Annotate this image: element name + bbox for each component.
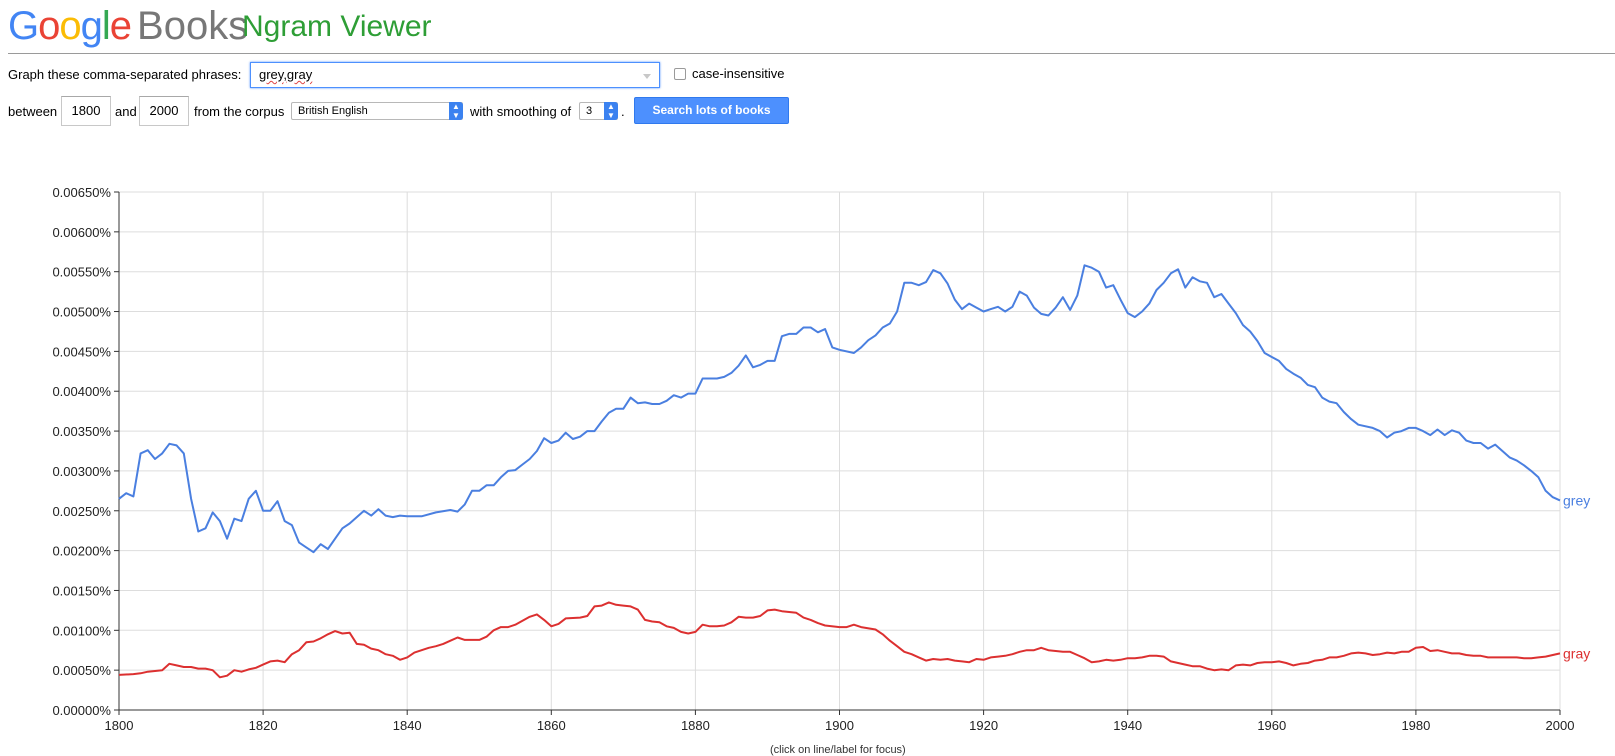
between-label: between [8,104,58,119]
y-tick-label: 0.00250% [52,504,111,519]
focus-hint: (click on line/label for focus) [770,744,906,756]
y-tick-label: 0.00400% [52,384,111,399]
search-button[interactable]: Search lots of books [634,97,789,124]
y-tick-label: 0.00550% [52,265,111,280]
page-header: Google Books Ngram Viewer [0,0,1615,54]
x-tick-label: 1940 [1113,718,1142,733]
corpus-label: from the corpus [194,104,285,119]
x-tick-label: 1820 [249,718,278,733]
y-tick-label: 0.00200% [52,544,111,559]
series-label-gray[interactable]: gray [1563,645,1590,661]
logo-letter: e [109,4,132,48]
y-tick-label: 0.00000% [52,703,111,718]
logo-letter: o [59,4,81,48]
ngram-chart[interactable]: 0.00000% 0.00050% 0.00100% 0.00150% 0.00200%… [0,178,1615,748]
logo-letter: G [8,4,39,48]
end-year-input[interactable]: 2000 [139,96,189,126]
smoothing-label: with smoothing of [470,104,572,119]
start-year-input[interactable]: 1800 [61,96,111,126]
y-tick-label: 0.00650% [52,185,111,200]
app-title[interactable]: Ngram Viewer [242,10,432,43]
case-insensitive-checkbox[interactable] [674,68,686,80]
period-text: . [621,104,625,119]
x-tick-label: 1800 [105,718,134,733]
logo-letter: g [80,4,103,48]
logo-letter: l [101,4,111,48]
chart-axes [114,191,1561,715]
smoothing-select[interactable]: 3 ▲ ▼ [579,102,618,120]
case-insensitive-label[interactable]: case-insensitive [692,66,785,81]
google-books-logo[interactable]: Google Books [8,2,248,50]
x-tick-label: 1920 [969,718,998,733]
x-tick-label: 1860 [537,718,566,733]
logo-letter: o [38,4,60,48]
x-tick-label: 1840 [393,718,422,733]
corpus-select[interactable]: British English ▲ ▼ [291,102,463,120]
y-tick-label: 0.00600% [52,225,111,240]
series-label-grey[interactable]: grey [1563,492,1590,508]
y-tick-label: 0.00500% [52,305,111,320]
select-arrows-icon: ▲ ▼ [604,102,618,120]
chart-grid [119,191,1561,710]
series-line-gray[interactable] [118,601,1561,679]
phrases-input[interactable]: grey,gray [250,62,660,88]
series-line-grey[interactable] [118,264,1561,554]
dropdown-caret-icon [643,74,651,79]
y-tick-label: 0.00350% [52,424,111,439]
x-tick-label: 1900 [825,718,854,733]
y-axis-ticks: 0.00000% 0.00050% 0.00100% 0.00150% 0.00200%… [52,185,111,718]
and-label: and [115,104,137,119]
smoothing-select-value: 3 [586,105,593,117]
logo-books-text: Books [137,4,249,48]
x-tick-label: 1960 [1257,718,1286,733]
y-tick-label: 0.00450% [52,344,111,359]
y-tick-label: 0.00300% [52,464,111,479]
x-tick-label: 1880 [681,718,710,733]
header-divider [8,53,1615,54]
phrases-label: Graph these comma-separated phrases: [8,67,242,82]
series-labels[interactable]: grey gray [1563,492,1590,661]
y-tick-label: 0.00100% [52,623,111,638]
x-tick-label: 2000 [1546,718,1575,733]
x-tick-label: 1980 [1401,718,1430,733]
x-axis-ticks: 1800 1820 1840 1860 1880 1900 1920 1940 1960 1980… [105,718,1575,733]
y-tick-label: 0.00050% [52,663,111,678]
corpus-select-value: British English [298,105,368,117]
select-arrows-icon: ▲ ▼ [449,102,463,120]
series-lines[interactable] [118,264,1561,679]
y-tick-label: 0.00150% [52,583,111,598]
phrases-input-value: grey,gray [259,67,313,82]
